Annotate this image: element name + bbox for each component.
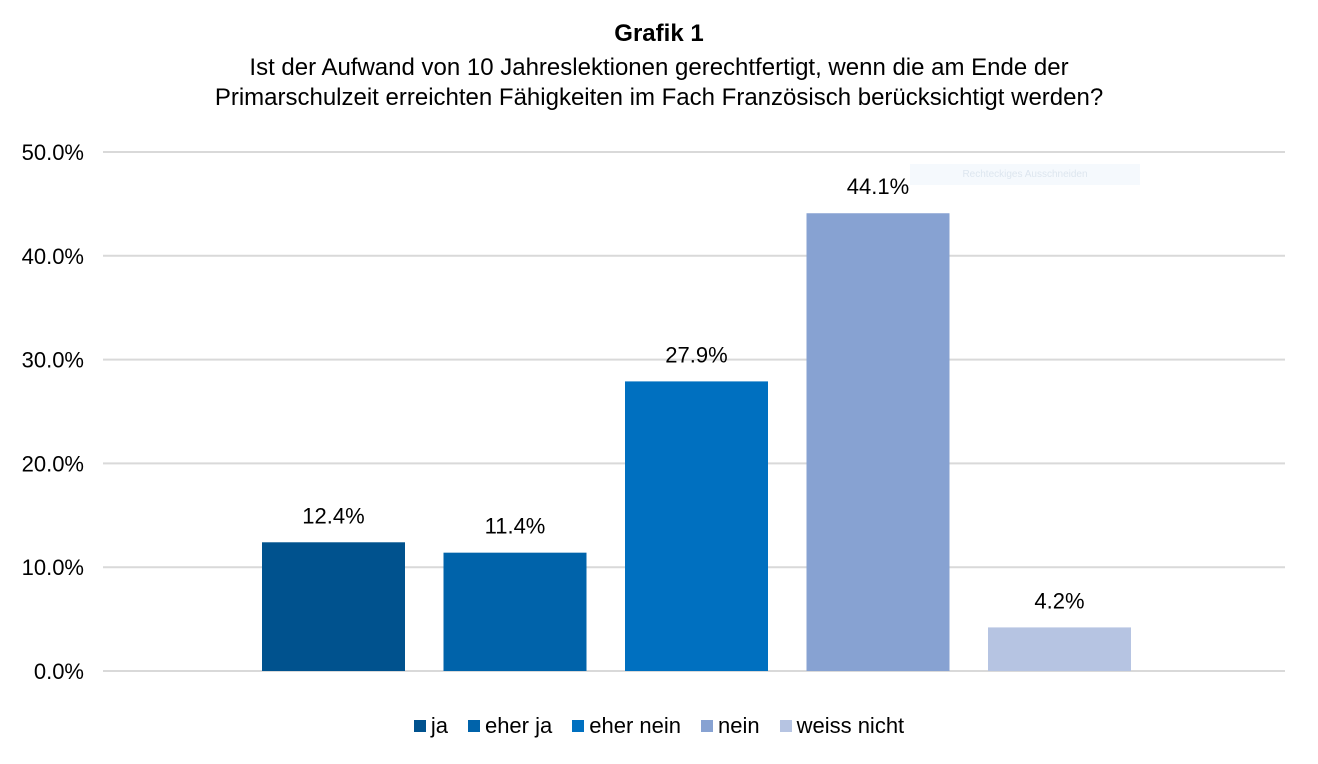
y-tick-label: 40.0% [22, 244, 84, 269]
y-tick-label: 20.0% [22, 451, 84, 476]
data-label: 12.4% [302, 503, 364, 528]
chart-subtitle-line-1: Ist der Aufwand von 10 Jahreslektionen g… [249, 54, 1069, 81]
data-label: 4.2% [1034, 588, 1084, 613]
legend-label: ja [430, 713, 448, 738]
legend-swatch [413, 720, 426, 732]
legend-swatch [467, 720, 480, 732]
bar-eher-nein [625, 381, 768, 671]
bar-ja [262, 542, 405, 671]
legend-item: nein [700, 713, 760, 739]
snipping-tooltip: Rechteckiges Ausschneiden [910, 164, 1140, 185]
bar-eher-ja [443, 552, 587, 671]
bar-weiss-nicht [988, 627, 1131, 671]
legend-label: eher ja [484, 713, 553, 738]
data-label: 44.1% [847, 174, 909, 199]
y-tick-label: 50.0% [22, 140, 84, 165]
legend-label: weiss nicht [796, 713, 905, 738]
bar-nein [806, 213, 950, 671]
legend-label: eher nein [589, 713, 681, 738]
legend-item: ja [413, 713, 448, 739]
legend-item: eher nein [572, 713, 681, 739]
chart-title: Grafik 1 [614, 20, 704, 47]
legend-label: nein [717, 713, 760, 738]
legend-swatch [779, 720, 792, 732]
legend-item: weiss nicht [779, 713, 905, 739]
chart-subtitle: Ist der Aufwand von 10 Jahreslektionen g… [0, 53, 1318, 113]
legend-item: eher ja [467, 713, 553, 739]
y-tick-label: 30.0% [22, 348, 84, 373]
legend-swatch [572, 720, 585, 732]
legend-swatch [700, 720, 713, 732]
chart-subtitle-line-2: Primarschulzeit erreichten Fähigkeiten i… [214, 84, 1104, 111]
data-label: 27.9% [665, 342, 727, 367]
y-tick-label: 10.0% [22, 555, 84, 580]
data-label: 11.4% [485, 514, 546, 539]
y-tick-label: 0.0% [34, 659, 84, 684]
chart-legend: ja eher ja eher nein nein weiss nicht [0, 713, 1318, 739]
